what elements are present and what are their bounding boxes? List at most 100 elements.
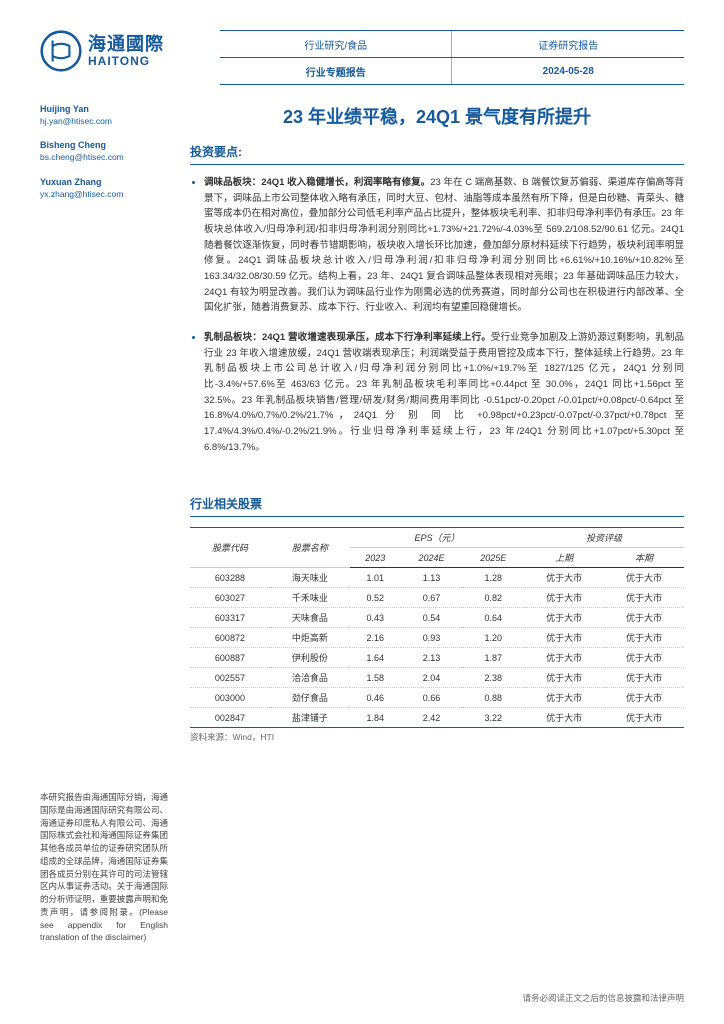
col-2025e: 2025E xyxy=(462,548,524,568)
cell-y2025e: 1.87 xyxy=(462,648,524,668)
section-label: 投资要点: xyxy=(190,143,684,160)
logo-text-cn: 海通國際 xyxy=(88,35,164,53)
cell-y2023: 2.16 xyxy=(350,628,401,648)
cell-y2023: 0.52 xyxy=(350,588,401,608)
header-date: 2024-05-28 xyxy=(543,66,594,77)
disclaimer-note: 本研究报告由海通国际分销，海通国际是由海通国际研究有限公司、海通证券印度私人有限… xyxy=(40,791,168,944)
cell-y2024e: 1.13 xyxy=(401,568,463,588)
col-rating-group: 投资评级 xyxy=(524,528,684,548)
logo-block: 海通國際 HAITONG xyxy=(40,30,190,72)
table-row: 600872中炬高新2.160.931.20优于大市优于大市 xyxy=(190,628,684,648)
cell-curr: 优于大市 xyxy=(604,628,684,648)
col-code: 股票代码 xyxy=(190,528,270,568)
haitong-logo-icon xyxy=(40,30,82,72)
stock-table-section: 行业相关股票 股票代码 股票名称 EPS（元） 投资评级 2023 2024E xyxy=(190,495,684,743)
cell-code: 002557 xyxy=(190,668,270,688)
cell-y2025e: 0.88 xyxy=(462,688,524,708)
analyst-sidebar: Huijing Yanhj.yan@htisec.com Bisheng Chen… xyxy=(40,103,168,743)
cell-name: 盐津铺子 xyxy=(270,708,350,728)
table-row: 603027千禾味业0.520.670.82优于大市优于大市 xyxy=(190,588,684,608)
header-doc-type: 证券研究报告 xyxy=(538,41,598,52)
cell-name: 千禾味业 xyxy=(270,588,350,608)
table-row: 003000劲仔食品0.460.660.88优于大市优于大市 xyxy=(190,688,684,708)
section-underline xyxy=(190,164,684,165)
header-row: 海通國際 HAITONG 行业研究/食品 证券研究报告 行业专题报告 2024-… xyxy=(40,30,684,85)
header-subtitle: 行业专题报告 xyxy=(306,68,366,79)
cell-name: 洽洽食品 xyxy=(270,668,350,688)
cell-prev: 优于大市 xyxy=(524,688,604,708)
cell-y2024e: 0.93 xyxy=(401,628,463,648)
cell-y2024e: 0.66 xyxy=(401,688,463,708)
cell-y2025e: 3.22 xyxy=(462,708,524,728)
analyst-email: hj.yan@htisec.com xyxy=(40,116,168,128)
cell-y2024e: 2.42 xyxy=(401,708,463,728)
cell-curr: 优于大市 xyxy=(604,568,684,588)
cell-y2025e: 1.28 xyxy=(462,568,524,588)
col-2023: 2023 xyxy=(350,548,401,568)
analyst-block: Bisheng Chengbs.cheng@htisec.com xyxy=(40,139,168,163)
cell-y2024e: 0.54 xyxy=(401,608,463,628)
col-curr: 本期 xyxy=(604,548,684,568)
cell-curr: 优于大市 xyxy=(604,668,684,688)
cell-y2023: 1.01 xyxy=(350,568,401,588)
cell-y2025e: 1.20 xyxy=(462,628,524,648)
bullet-list: 调味品板块：24Q1 收入稳健增长，利润率略有修复。23 年在 C 端高基数、B… xyxy=(190,175,684,455)
cell-y2024e: 2.04 xyxy=(401,668,463,688)
analyst-name: Bisheng Cheng xyxy=(40,139,168,152)
cell-prev: 优于大市 xyxy=(524,648,604,668)
cell-prev: 优于大市 xyxy=(524,608,604,628)
analyst-name: Huijing Yan xyxy=(40,103,168,116)
cell-y2024e: 0.67 xyxy=(401,588,463,608)
cell-code: 603288 xyxy=(190,568,270,588)
cell-prev: 优于大市 xyxy=(524,708,604,728)
bullet-text: 乳制品板块：24Q1 营收增速表现承压，成本下行净利率延续上行。受行业竞争加剧及… xyxy=(204,330,684,455)
cell-name: 劲仔食品 xyxy=(270,688,350,708)
header-category: 行业研究/食品 xyxy=(304,41,367,52)
table-row: 002557洽洽食品1.582.042.38优于大市优于大市 xyxy=(190,668,684,688)
cell-curr: 优于大市 xyxy=(604,648,684,668)
page-root: 海通國際 HAITONG 行业研究/食品 证券研究报告 行业专题报告 2024-… xyxy=(0,0,724,1024)
bullet-text: 调味品板块：24Q1 收入稳健增长，利润率略有修复。23 年在 C 端高基数、B… xyxy=(204,175,684,316)
cell-y2025e: 0.64 xyxy=(462,608,524,628)
analyst-name: Yuxuan Zhang xyxy=(40,176,168,189)
report-title: 23 年业绩平稳，24Q1 景气度有所提升 xyxy=(190,103,684,129)
cell-name: 伊利股份 xyxy=(270,648,350,668)
cell-y2023: 1.64 xyxy=(350,648,401,668)
cell-y2023: 0.43 xyxy=(350,608,401,628)
cell-code: 603317 xyxy=(190,608,270,628)
cell-curr: 优于大市 xyxy=(604,688,684,708)
cell-code: 603027 xyxy=(190,588,270,608)
table-underline xyxy=(190,516,684,517)
cell-curr: 优于大市 xyxy=(604,588,684,608)
table-source: 资料来源：Wind，HTI xyxy=(190,731,684,743)
cell-y2023: 0.46 xyxy=(350,688,401,708)
header-right: 行业研究/食品 证券研究报告 行业专题报告 2024-05-28 xyxy=(220,30,684,85)
col-eps-group: EPS（元） xyxy=(350,528,524,548)
cell-y2023: 1.58 xyxy=(350,668,401,688)
cell-curr: 优于大市 xyxy=(604,708,684,728)
main-content: 23 年业绩平稳，24Q1 景气度有所提升 投资要点: 调味品板块：24Q1 收… xyxy=(190,103,684,743)
col-prev: 上期 xyxy=(524,548,604,568)
stock-table: 股票代码 股票名称 EPS（元） 投资评级 2023 2024E 2025E 上… xyxy=(190,527,684,728)
body-row: Huijing Yanhj.yan@htisec.com Bisheng Chen… xyxy=(40,103,684,743)
cell-y2025e: 0.82 xyxy=(462,588,524,608)
cell-code: 002847 xyxy=(190,708,270,728)
cell-name: 中炬高新 xyxy=(270,628,350,648)
cell-curr: 优于大市 xyxy=(604,608,684,628)
footer-note: 请务必阅读正文之后的信息披露和法律声明 xyxy=(522,992,684,1004)
table-row: 603288海天味业1.011.131.28优于大市优于大市 xyxy=(190,568,684,588)
analyst-block: Yuxuan Zhangyx.zhang@htisec.com xyxy=(40,176,168,200)
cell-code: 600887 xyxy=(190,648,270,668)
cell-code: 600872 xyxy=(190,628,270,648)
table-row: 600887伊利股份1.642.131.87优于大市优于大市 xyxy=(190,648,684,668)
table-row: 002847盐津铺子1.842.423.22优于大市优于大市 xyxy=(190,708,684,728)
cell-prev: 优于大市 xyxy=(524,668,604,688)
logo-text-en: HAITONG xyxy=(88,55,164,67)
analyst-block: Huijing Yanhj.yan@htisec.com xyxy=(40,103,168,127)
col-2024e: 2024E xyxy=(401,548,463,568)
cell-y2023: 1.84 xyxy=(350,708,401,728)
cell-code: 003000 xyxy=(190,688,270,708)
bullet-item: 调味品板块：24Q1 收入稳健增长，利润率略有修复。23 年在 C 端高基数、B… xyxy=(204,175,684,316)
cell-prev: 优于大市 xyxy=(524,568,604,588)
analyst-email: yx.zhang@htisec.com xyxy=(40,189,168,201)
